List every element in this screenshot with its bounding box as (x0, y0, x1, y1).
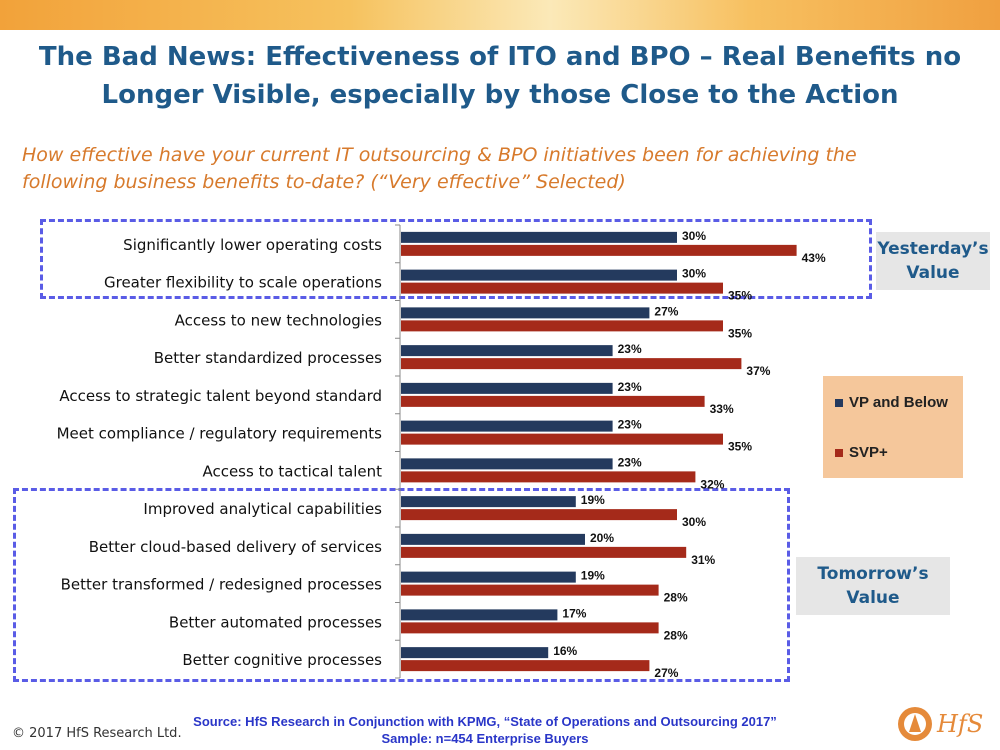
category-label-better-cloud-based-delivery-of-services: Better cloud-based delivery of services (89, 538, 382, 556)
bar-vp-improved-analytical-capabilities (401, 496, 576, 508)
header-gradient-bar (0, 0, 1000, 30)
bar-vp-greater-flexibility-to-scale-operations (401, 269, 677, 281)
data-label-vp-access-to-strategic-talent-beyond-standard: 23% (618, 380, 642, 394)
data-label-svp-improved-analytical-capabilities: 30% (682, 515, 706, 529)
tomorrow-value-callout: Tomorrow’s Value (796, 557, 950, 615)
data-label-svp-better-cognitive-processes: 27% (654, 666, 678, 680)
category-label-access-to-strategic-talent-beyond-standard: Access to strategic talent beyond standa… (59, 387, 382, 405)
bar-vp-better-transformed-redesigned-processes (401, 571, 576, 583)
sample-line: Sample: n=454 Enterprise Buyers (381, 731, 589, 746)
bar-svp-better-cognitive-processes (401, 660, 650, 672)
source-note: Source: HfS Research in Conjunction with… (170, 713, 800, 747)
legend-item-svp: SVP+ (835, 444, 888, 461)
bar-vp-significantly-lower-operating-costs (401, 231, 677, 243)
bar-svp-greater-flexibility-to-scale-operations (401, 282, 723, 294)
bar-svp-better-automated-processes (401, 622, 659, 634)
data-label-svp-better-cloud-based-delivery-of-services: 31% (691, 553, 715, 567)
data-label-vp-better-cognitive-processes: 16% (553, 644, 577, 658)
data-label-svp-access-to-tactical-talent: 32% (700, 477, 724, 491)
legend-label-vp: VP and Below (849, 394, 948, 411)
category-label-significantly-lower-operating-costs: Significantly lower operating costs (123, 236, 382, 254)
data-label-vp-access-to-new-technologies: 27% (654, 304, 678, 318)
category-label-better-transformed-redesigned-processes: Better transformed / redesigned processe… (61, 576, 383, 594)
yesterday-highlight-box (40, 219, 872, 299)
source-line: Source: HfS Research in Conjunction with… (193, 714, 777, 729)
tomorrow-highlight-box (13, 488, 790, 682)
data-label-svp-better-standardized-processes: 37% (746, 364, 770, 378)
data-label-svp-access-to-strategic-talent-beyond-standard: 33% (710, 402, 734, 416)
category-label-access-to-tactical-talent: Access to tactical talent (202, 462, 382, 480)
bar-vp-access-to-new-technologies (401, 307, 650, 319)
bar-svp-meet-compliance-regulatory-requirements (401, 433, 723, 445)
bar-vp-access-to-tactical-talent (401, 458, 613, 470)
data-label-vp-greater-flexibility-to-scale-operations: 30% (682, 267, 706, 281)
yesterday-value-callout: Yesterday’s Value (876, 232, 990, 290)
data-label-vp-improved-analytical-capabilities: 19% (581, 493, 605, 507)
bar-svp-access-to-new-technologies (401, 320, 723, 332)
data-label-vp-access-to-tactical-talent: 23% (618, 455, 642, 469)
legend-swatch-svp (835, 448, 843, 457)
bar-svp-better-transformed-redesigned-processes (401, 584, 659, 596)
page-title: The Bad News: Effectiveness of ITO and B… (38, 42, 962, 110)
survey-question: How effective have your current IT outso… (22, 144, 857, 193)
data-label-vp-better-transformed-redesigned-processes: 19% (581, 569, 605, 583)
data-label-vp-meet-compliance-regulatory-requirements: 23% (618, 418, 642, 432)
bar-vp-better-standardized-processes (401, 345, 613, 357)
data-label-vp-better-automated-processes: 17% (562, 606, 586, 620)
bar-svp-access-to-tactical-talent (401, 471, 696, 483)
bar-svp-better-standardized-processes (401, 358, 742, 370)
data-label-svp-better-transformed-redesigned-processes: 28% (664, 591, 688, 605)
bar-vp-access-to-strategic-talent-beyond-standard (401, 382, 613, 394)
data-label-vp-better-cloud-based-delivery-of-services: 20% (590, 531, 614, 545)
data-label-vp-significantly-lower-operating-costs: 30% (682, 229, 706, 243)
bar-vp-better-automated-processes (401, 609, 558, 621)
data-label-vp-better-standardized-processes: 23% (618, 342, 642, 356)
logo-text: HfS (936, 710, 983, 738)
data-label-svp-significantly-lower-operating-costs: 43% (802, 251, 826, 265)
bar-svp-access-to-strategic-talent-beyond-standard (401, 395, 705, 407)
hfs-logo: HfS (898, 707, 983, 741)
bar-svp-improved-analytical-capabilities (401, 509, 677, 521)
legend-item-vp: VP and Below (835, 394, 948, 411)
bar-svp-significantly-lower-operating-costs (401, 244, 797, 256)
copyright: © 2017 HfS Research Ltd. (12, 726, 182, 741)
category-label-greater-flexibility-to-scale-operations: Greater flexibility to scale operations (104, 274, 382, 292)
category-label-improved-analytical-capabilities: Improved analytical capabilities (143, 500, 382, 518)
data-label-svp-access-to-new-technologies: 35% (728, 326, 752, 340)
data-label-svp-greater-flexibility-to-scale-operations: 35% (728, 289, 752, 303)
category-label-better-cognitive-processes: Better cognitive processes (182, 651, 382, 669)
chart-legend: VP and Below SVP+ (823, 376, 963, 478)
category-label-better-standardized-processes: Better standardized processes (154, 349, 382, 367)
bar-svp-better-cloud-based-delivery-of-services (401, 546, 687, 558)
data-label-svp-meet-compliance-regulatory-requirements: 35% (728, 440, 752, 454)
category-label-access-to-new-technologies: Access to new technologies (175, 311, 383, 329)
category-label-meet-compliance-regulatory-requirements: Meet compliance / regulatory requirement… (57, 425, 383, 443)
legend-swatch-vp (835, 398, 843, 407)
legend-label-svp: SVP+ (849, 444, 888, 461)
data-label-svp-better-automated-processes: 28% (664, 628, 688, 642)
bar-vp-better-cognitive-processes (401, 647, 549, 659)
category-label-better-automated-processes: Better automated processes (169, 613, 382, 631)
bar-vp-better-cloud-based-delivery-of-services (401, 533, 585, 545)
bar-vp-meet-compliance-regulatory-requirements (401, 420, 613, 432)
